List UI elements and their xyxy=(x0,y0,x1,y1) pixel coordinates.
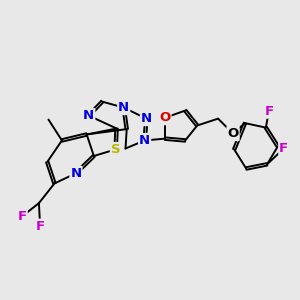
Text: F: F xyxy=(35,220,45,232)
Text: N: N xyxy=(139,134,150,147)
Text: F: F xyxy=(264,105,273,118)
Text: F: F xyxy=(279,142,288,155)
Text: F: F xyxy=(18,210,27,223)
Text: N: N xyxy=(118,101,129,114)
Text: N: N xyxy=(141,112,152,125)
Text: O: O xyxy=(159,111,171,124)
Text: S: S xyxy=(111,143,121,156)
Text: N: N xyxy=(70,167,82,180)
Text: O: O xyxy=(227,127,239,140)
Text: N: N xyxy=(83,109,94,122)
